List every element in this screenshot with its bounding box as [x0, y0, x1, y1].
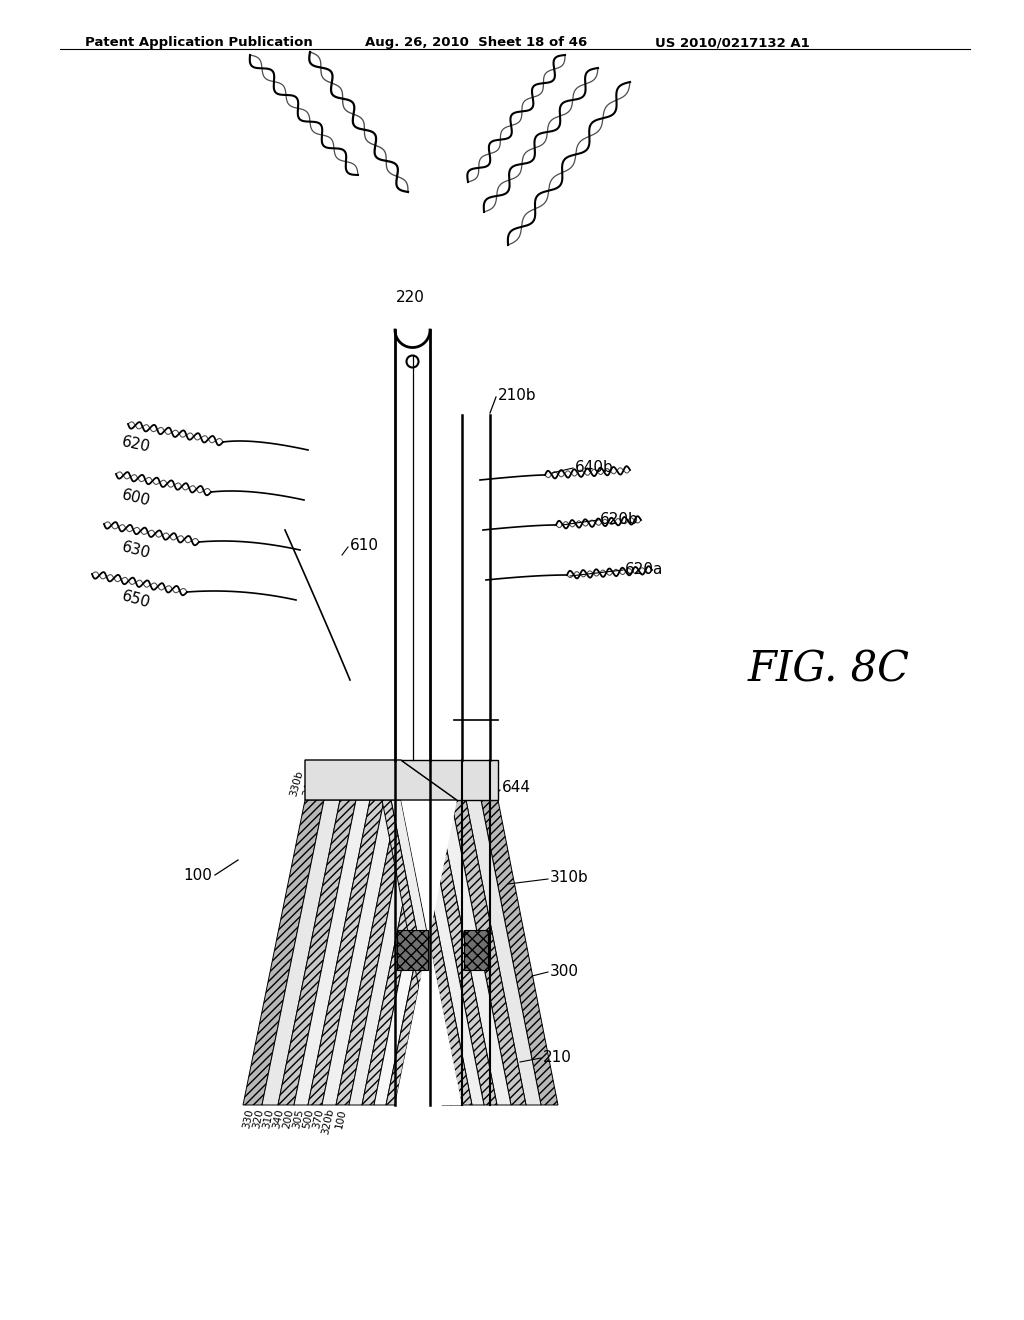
Polygon shape — [424, 800, 497, 1105]
Text: 640a: 640a — [376, 770, 392, 799]
Text: 100: 100 — [183, 867, 212, 883]
Polygon shape — [451, 800, 526, 1105]
Text: US 2010/0217132 A1: US 2010/0217132 A1 — [655, 36, 810, 49]
Text: 620b: 620b — [600, 512, 639, 528]
Polygon shape — [412, 800, 484, 1105]
Text: 620a: 620a — [625, 562, 664, 578]
Text: 100: 100 — [334, 1107, 348, 1130]
Text: 500'': 500'' — [326, 771, 342, 799]
Text: 640: 640 — [366, 776, 380, 799]
Text: 610: 610 — [350, 537, 379, 553]
Polygon shape — [391, 800, 461, 1105]
Text: 305: 305 — [291, 1107, 305, 1130]
Text: 320b: 320b — [313, 770, 331, 799]
Text: 330b: 330b — [289, 770, 305, 799]
Polygon shape — [466, 800, 541, 1105]
Polygon shape — [349, 800, 424, 1105]
Text: 310: 310 — [261, 1107, 274, 1130]
Polygon shape — [401, 760, 498, 800]
Text: 640b: 640b — [575, 461, 613, 475]
Polygon shape — [362, 800, 436, 1105]
Text: 620: 620 — [121, 434, 152, 455]
Polygon shape — [382, 800, 451, 1105]
Text: 500: 500 — [301, 1107, 315, 1130]
Text: 370: 370 — [311, 1107, 325, 1130]
Polygon shape — [294, 800, 370, 1105]
Text: 600: 600 — [120, 487, 152, 508]
Polygon shape — [308, 800, 384, 1105]
Text: 320: 320 — [251, 1107, 265, 1130]
Text: 330: 330 — [241, 1107, 255, 1130]
Text: Patent Application Publication: Patent Application Publication — [85, 36, 312, 49]
Text: 370: 370 — [337, 776, 351, 799]
Polygon shape — [386, 800, 457, 1105]
Polygon shape — [278, 800, 356, 1105]
Text: 650: 650 — [120, 589, 152, 611]
Text: 340: 340 — [271, 1107, 285, 1130]
Text: 220: 220 — [396, 290, 425, 305]
Polygon shape — [243, 800, 324, 1105]
Text: FIG. 8C: FIG. 8C — [748, 649, 910, 690]
Text: 310b: 310b — [550, 870, 589, 886]
Polygon shape — [481, 800, 558, 1105]
Text: 300: 300 — [550, 965, 579, 979]
Polygon shape — [336, 800, 411, 1105]
Polygon shape — [395, 800, 462, 1105]
Polygon shape — [464, 931, 488, 970]
Text: Aug. 26, 2010  Sheet 18 of 46: Aug. 26, 2010 Sheet 18 of 46 — [365, 36, 587, 49]
Polygon shape — [262, 800, 340, 1105]
Polygon shape — [437, 800, 511, 1105]
Polygon shape — [322, 800, 398, 1105]
Text: 644: 644 — [502, 780, 531, 796]
Polygon shape — [374, 800, 449, 1105]
Text: 520: 520 — [346, 776, 361, 799]
Polygon shape — [397, 931, 428, 970]
Text: 200: 200 — [281, 1107, 295, 1130]
Polygon shape — [401, 800, 472, 1105]
Text: 210b: 210b — [498, 388, 537, 403]
Text: 210: 210 — [543, 1051, 571, 1065]
Text: 320b: 320b — [321, 1107, 336, 1137]
Text: 305: 305 — [355, 776, 371, 799]
Text: 630: 630 — [120, 539, 152, 561]
Polygon shape — [305, 760, 457, 800]
Text: 340b: 340b — [302, 770, 318, 799]
